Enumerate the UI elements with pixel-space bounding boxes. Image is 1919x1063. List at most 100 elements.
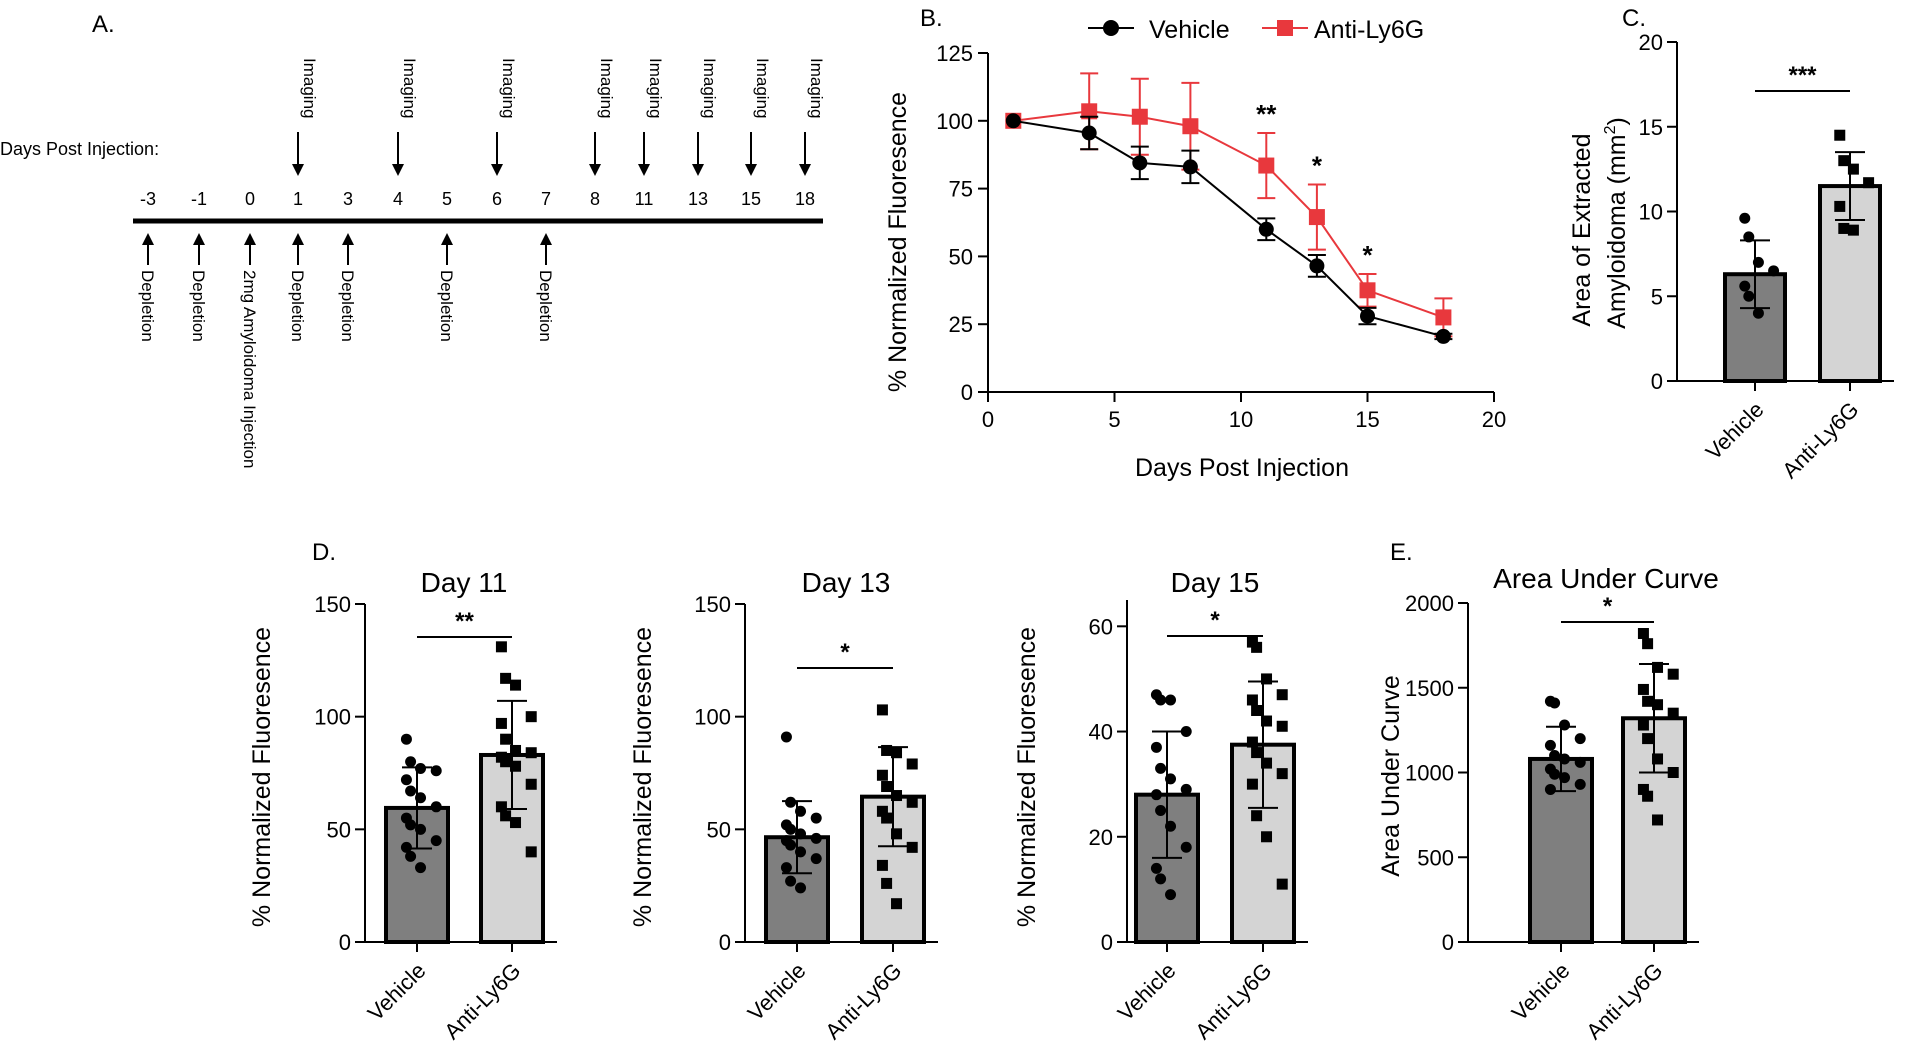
- data-point: [1251, 641, 1263, 653]
- data-point: [1180, 783, 1192, 795]
- data-point: [785, 823, 797, 835]
- data-point: [415, 862, 427, 874]
- data-point: [1847, 224, 1859, 236]
- y-tick-label: 25: [949, 312, 973, 337]
- x-tick-label: Vehicle: [1701, 397, 1769, 465]
- panel-e-label: E.: [1390, 539, 1413, 566]
- data-point: [495, 717, 507, 729]
- y-tick-label: 0: [339, 930, 351, 955]
- data-point: [495, 641, 507, 653]
- panel-b-axes: 0 25 50 75 100 125 0 5 10 15 20: [936, 41, 1506, 432]
- data-point: [1574, 756, 1586, 768]
- imaging-label: Imaging: [700, 58, 719, 118]
- data-point: [1739, 212, 1751, 224]
- y-tick-label: 100: [694, 705, 731, 730]
- panel-e-title: Area Under Curve: [1493, 563, 1719, 594]
- data-point: [785, 796, 797, 808]
- data-point: [891, 828, 903, 840]
- data-point: [1261, 715, 1273, 727]
- y-tick-label: 2000: [1405, 591, 1454, 616]
- data-point: [810, 853, 822, 865]
- data-point: [1667, 767, 1679, 778]
- panel-c-plot: 0 5 10 15 20 Vehicle Anti-Ly6G ***: [1639, 30, 1894, 483]
- series-line: [1013, 119, 1444, 338]
- imaging-label: Imaging: [400, 58, 419, 118]
- data-point: [1847, 163, 1859, 175]
- panel-d-day11-chart: % Normalized Fluoresence Day 11 0 50 100 15…: [248, 567, 557, 1044]
- data-point: [500, 810, 512, 822]
- panel-d1-ylabel: % Normalized Fluoresence: [248, 627, 276, 927]
- y-tick-label: 40: [1089, 720, 1113, 745]
- data-point: [405, 819, 417, 831]
- timeline-day-label: 7: [541, 189, 551, 209]
- data-point: [1752, 307, 1764, 319]
- data-point: [1180, 841, 1192, 853]
- y-tick-label: 0: [961, 380, 973, 405]
- significance-label: *: [1362, 240, 1373, 270]
- data-point: [400, 774, 412, 786]
- series-line: [1013, 110, 1444, 319]
- series-antily6g: [1005, 72, 1453, 338]
- significance-label: **: [1256, 99, 1277, 129]
- data-point: [405, 850, 417, 862]
- data-point: [891, 898, 903, 910]
- data-point: [1261, 831, 1273, 843]
- data-point: [500, 756, 512, 768]
- depletion-arrow-icon: [441, 233, 453, 245]
- depletion-event-label: 2mg Amyloidoma Injection: [240, 270, 259, 468]
- imaging-arrow-icon: [491, 164, 503, 176]
- data-point: [1360, 308, 1375, 324]
- depletion-arrow-icon: [244, 233, 256, 245]
- panel-d2-title: Day 13: [802, 567, 891, 598]
- data-point: [1838, 222, 1850, 234]
- panel-b-ylabel: % Normalized Fluoresence: [884, 92, 912, 392]
- data-point: [1544, 783, 1556, 795]
- data-point: [1359, 282, 1376, 299]
- data-point: [1667, 707, 1679, 719]
- imaging-label: Imaging: [807, 58, 826, 118]
- significance-label: *: [1312, 151, 1323, 181]
- data-point: [785, 839, 797, 851]
- data-point: [881, 812, 893, 824]
- data-point: [810, 812, 822, 824]
- imaging-arrow-icon: [589, 164, 601, 176]
- data-point: [1574, 778, 1586, 790]
- data-point: [1276, 689, 1288, 701]
- depletion-arrow-icon: [540, 233, 552, 245]
- imaging-label: Imaging: [300, 58, 319, 118]
- y-tick-label: 1500: [1405, 676, 1454, 701]
- data-point: [430, 835, 442, 847]
- data-point: [906, 796, 918, 808]
- data-point: [1549, 768, 1561, 780]
- panel-c-ylabel-main: Amyloidoma (mm: [1603, 134, 1631, 328]
- data-point: [525, 778, 537, 790]
- y-tick-label: 100: [314, 705, 351, 730]
- data-point: [1276, 768, 1288, 780]
- data-point: [1652, 753, 1664, 765]
- depletion-arrow-icon: [342, 233, 354, 245]
- data-point: [891, 747, 903, 759]
- panel-c-ylabel-sup: 2: [1602, 125, 1619, 134]
- data-point: [1838, 155, 1850, 167]
- data-point: [906, 841, 918, 853]
- data-point: [1155, 873, 1167, 885]
- data-point: [510, 760, 522, 772]
- data-point: [1132, 155, 1148, 171]
- data-point: [906, 758, 918, 770]
- data-point: [1081, 103, 1098, 120]
- data-point: [1081, 125, 1097, 141]
- data-point: [1652, 699, 1664, 711]
- imaging-label: Imaging: [753, 58, 772, 118]
- data-point: [1768, 265, 1780, 277]
- x-tick-label: Anti-Ly6G: [1190, 958, 1276, 1044]
- data-point: [430, 801, 442, 813]
- y-tick-label: 50: [949, 244, 973, 269]
- data-point: [1276, 878, 1288, 890]
- panel-d2-ylabel: % Normalized Fluoresence: [629, 627, 657, 927]
- y-tick-label: 50: [327, 817, 351, 842]
- timeline-day-label: -1: [191, 189, 207, 209]
- timeline-day-label: 1: [293, 189, 303, 209]
- x-tick-label: Vehicle: [743, 958, 811, 1026]
- depletion-arrow-icon: [292, 233, 304, 245]
- data-point: [1251, 704, 1263, 716]
